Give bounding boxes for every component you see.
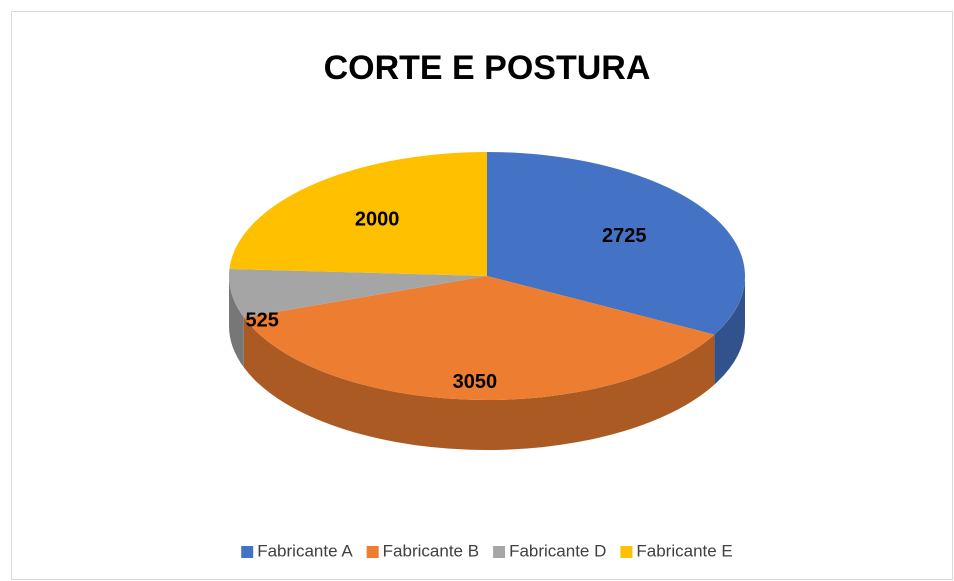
pie-slice-side [243,317,715,450]
chart-title: CORTE E POSTURA [324,49,651,87]
legend-swatch [366,546,379,558]
pie-slice [229,152,488,276]
pie-slice [243,276,715,400]
pie-slice-side [714,276,745,385]
legend-swatch [620,546,633,558]
data-label: 2725 [602,225,647,247]
legend-label: Fabricante D [509,541,606,560]
pie-slice [487,152,745,335]
legend-label: Fabricante E [636,541,732,560]
legend-label: Fabricante B [383,541,479,560]
legend-label: Fabricante A [257,541,353,560]
legend-swatch [241,546,254,558]
data-label: 525 [246,310,279,332]
pie-slice [229,268,488,318]
legend-swatch [493,546,506,558]
pie-slice-side [229,276,244,368]
data-label: 2000 [355,208,400,230]
data-label: 3050 [453,371,498,393]
